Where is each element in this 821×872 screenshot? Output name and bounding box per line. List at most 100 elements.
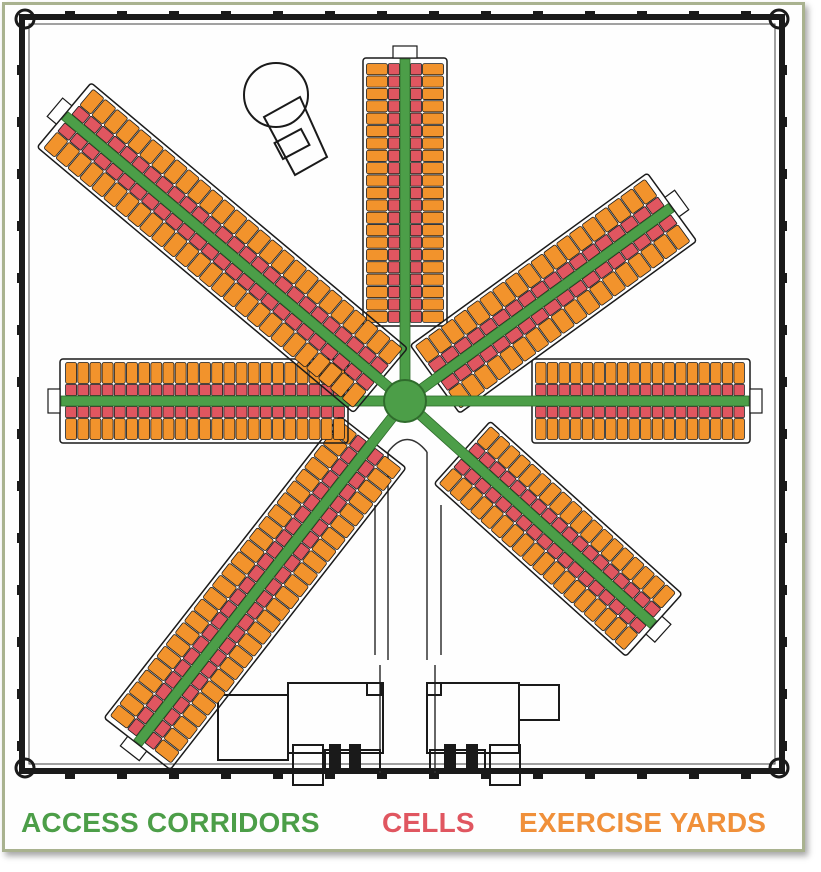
exercise-yard: [221, 563, 246, 587]
exercise-yard: [304, 456, 329, 480]
exercise-yard: [247, 362, 260, 384]
prison-floor-plan: [14, 8, 790, 786]
exercise-yard: [590, 528, 614, 553]
cell: [186, 406, 199, 418]
exercise-yard: [295, 468, 320, 492]
cell: [150, 406, 163, 418]
cell: [223, 406, 236, 418]
exercise-yard: [530, 254, 555, 279]
cell: [174, 406, 187, 418]
corner-tower-ne: [768, 8, 790, 30]
exercise-yard: [164, 727, 189, 751]
buttress: [17, 741, 23, 751]
exercise-yard: [119, 693, 145, 717]
cell: [211, 406, 224, 418]
cell: [105, 162, 124, 181]
cell: [65, 406, 77, 418]
cell: [453, 363, 473, 382]
cell: [321, 470, 339, 488]
exercise-yard: [115, 192, 140, 217]
exercise-yard: [666, 224, 690, 250]
cell: [640, 406, 652, 418]
cell: [162, 384, 175, 396]
cell: [453, 459, 471, 476]
exercise-yard: [333, 418, 345, 440]
cell: [275, 529, 293, 547]
cell: [598, 589, 616, 606]
exercise-yard: [265, 597, 290, 621]
exercise-yard: [628, 418, 640, 440]
cell: [89, 384, 102, 396]
exercise-yard: [631, 566, 655, 590]
cell: [629, 617, 647, 634]
exercise-yard: [543, 244, 568, 270]
exercise-yard: [234, 292, 259, 318]
exercise-yard: [286, 480, 311, 504]
exercise-yard: [422, 137, 444, 150]
exercise-yard: [339, 503, 364, 527]
cell: [209, 649, 227, 667]
cell: [453, 336, 473, 355]
buttress: [429, 11, 439, 17]
exercise-yard: [342, 309, 367, 335]
cell: [143, 166, 162, 184]
buttress: [689, 11, 699, 17]
exercise-yard: [415, 337, 440, 363]
buttress: [741, 773, 751, 779]
cell: [308, 333, 327, 351]
cell: [388, 187, 400, 199]
cell: [505, 326, 524, 344]
cell: [474, 477, 492, 495]
exercise-yard: [615, 626, 638, 650]
cell: [388, 298, 400, 311]
exercise-yard: [538, 482, 562, 506]
cell: [577, 570, 595, 588]
exercise-yard: [710, 418, 722, 440]
exercise-yard: [366, 149, 388, 162]
cell: [607, 251, 626, 270]
cell: [546, 542, 564, 560]
exercise-yard: [348, 491, 373, 515]
exercise-yard: [147, 657, 172, 681]
exercise-yard: [366, 187, 388, 199]
cell: [150, 384, 163, 396]
cell: [640, 384, 652, 396]
exercise-yard: [203, 587, 228, 610]
cell: [218, 637, 237, 655]
exercise-yard: [330, 372, 355, 398]
exercise-yard: [491, 514, 514, 539]
cell: [248, 282, 267, 301]
cell: [410, 149, 422, 162]
exercise-yard: [422, 125, 444, 138]
exercise-yard: [284, 574, 309, 598]
exercise-yard: [366, 298, 388, 311]
exercise-yard: [620, 188, 644, 214]
buttress: [17, 169, 23, 179]
cell: [698, 384, 710, 396]
cell: [265, 578, 283, 596]
exercise-yard: [569, 510, 593, 534]
cell: [179, 196, 198, 214]
exercise-yard: [428, 328, 452, 354]
cell: [284, 517, 302, 536]
cell: [237, 613, 255, 632]
cell: [710, 406, 722, 418]
buttress: [429, 773, 439, 779]
exercise-yard: [272, 418, 284, 440]
exercise-yard: [366, 261, 388, 274]
cell: [146, 694, 164, 713]
cell: [570, 406, 582, 418]
cell: [492, 308, 511, 327]
cell: [284, 406, 297, 418]
cell: [200, 660, 218, 679]
cell: [388, 75, 400, 88]
exercise-yard: [126, 362, 138, 384]
exercise-yard: [211, 199, 236, 225]
cell: [607, 224, 626, 243]
cell: [344, 363, 363, 381]
cell: [250, 256, 269, 274]
exercise-yard: [210, 668, 235, 692]
exercise-yard: [199, 362, 211, 384]
cell: [260, 292, 279, 311]
cell: [332, 353, 351, 371]
